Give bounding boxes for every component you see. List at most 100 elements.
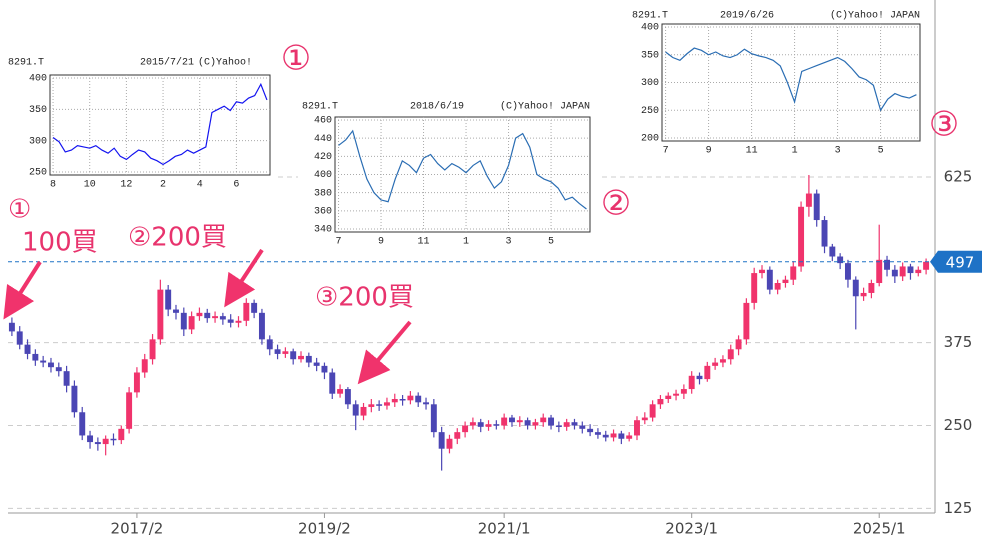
y-tick-label: 125 [944, 499, 973, 517]
candle-body [360, 406, 367, 416]
candle-body [438, 432, 445, 449]
candle-body [813, 193, 820, 221]
candle-body [407, 395, 414, 401]
candle-body [63, 371, 70, 386]
x-tick-label: 9 [378, 237, 384, 248]
candle-body [532, 422, 539, 426]
candle-body [446, 438, 453, 449]
x-tick-label: 1 [463, 237, 469, 248]
x-tick-label: 2025/1 [853, 520, 906, 538]
candle-body [798, 206, 805, 267]
candle-body [415, 395, 422, 403]
y-tick-label: 200 [641, 134, 659, 145]
candle-body [712, 362, 719, 366]
candle-body [94, 442, 101, 445]
candle-body [790, 266, 797, 280]
x-tick-label: 9 [706, 146, 712, 157]
candle-body [454, 432, 461, 439]
annotations: ① 100買 ②200買 ③200買 [3, 195, 414, 385]
candle-body [157, 289, 164, 340]
candle-body [673, 393, 680, 396]
candle-body [391, 399, 398, 403]
candle-body [196, 312, 203, 317]
candle-body [899, 266, 906, 277]
candle-body [48, 362, 54, 368]
x-tick-label: 2019/2 [298, 520, 351, 538]
candle-body [79, 412, 86, 436]
candle-body [305, 355, 312, 363]
candle-body [399, 399, 406, 401]
inset-symbol: 8291.T [302, 102, 338, 113]
candle-body [782, 279, 789, 284]
candle-body [32, 353, 39, 361]
candle-body [383, 402, 390, 406]
candle-body [587, 428, 594, 433]
candle-body [688, 375, 695, 390]
candle-body [126, 392, 133, 429]
candle-body [173, 309, 179, 313]
candle-body [735, 339, 742, 350]
candle-body [243, 302, 250, 321]
inset-charts: 8291.T 2015/7/21 (C)Yahoo! 250 300 350 400 8 10 1… [4, 5, 959, 248]
y-tick-label: 400 [314, 170, 332, 181]
candle-body [548, 417, 555, 426]
candle-body [258, 312, 265, 340]
inset-badge: ② [601, 184, 631, 224]
inset-date: 2019/6/26 [720, 10, 774, 22]
x-tick-label: 3 [506, 237, 512, 248]
candle-body [837, 256, 844, 264]
candle-body [329, 372, 336, 394]
candle-body [555, 425, 562, 428]
y-tick-label: 350 [641, 50, 659, 61]
candle-body [844, 263, 851, 280]
y-tick-label: 400 [641, 23, 659, 34]
inset-symbol: 8291.T [632, 11, 668, 22]
candle-body [618, 433, 625, 439]
candle-body [102, 438, 109, 445]
y-tick-label: 460 [314, 116, 332, 127]
candle-body [71, 385, 78, 413]
candle-body [344, 389, 351, 405]
x-tick-label: 5 [878, 146, 884, 157]
candle-body [821, 220, 828, 247]
y-tick-label: 300 [29, 136, 47, 147]
candle-body [563, 422, 570, 427]
candle-body [540, 417, 547, 423]
candle-body [626, 435, 633, 439]
candle-body [423, 402, 429, 405]
candle-body [251, 302, 258, 313]
candle-body [751, 273, 758, 303]
last-price-tag [930, 250, 982, 273]
candle-body [641, 417, 648, 421]
candle-body [766, 269, 773, 290]
candle-body [774, 283, 781, 290]
candle-body [298, 355, 304, 360]
arrow [224, 248, 264, 308]
inset-date: 2015/7/21 [140, 57, 194, 69]
candle-body [212, 316, 219, 319]
candle-body [430, 404, 437, 433]
inset-badge: ① [281, 39, 311, 79]
candle-body [719, 359, 726, 363]
candle-body [759, 269, 765, 274]
y-tick-label: 375 [944, 333, 973, 351]
candle-body [149, 339, 156, 360]
inset-background [628, 5, 928, 156]
candle-body [852, 279, 859, 297]
inset-symbol: 8291.T [8, 58, 44, 69]
candle-body [16, 331, 23, 345]
x-tick-label: 2023/1 [665, 520, 718, 538]
inset-copyright: (C)Yahoo! JAPAN [500, 101, 590, 113]
y-tick-label: 420 [314, 152, 332, 163]
inset-copyright: (C)Yahoo! JAPAN [830, 10, 920, 22]
x-tick-label: 2 [160, 180, 166, 191]
candle-body [180, 312, 187, 330]
candle-body [235, 320, 242, 323]
candle-body [680, 389, 687, 394]
candle-body [55, 367, 62, 372]
x-tick-label: 10 [84, 180, 96, 191]
candle-body [469, 422, 476, 426]
y-tick-label: 340 [314, 225, 332, 236]
candle-body [516, 420, 523, 423]
x-tick-label: 7 [336, 237, 342, 248]
